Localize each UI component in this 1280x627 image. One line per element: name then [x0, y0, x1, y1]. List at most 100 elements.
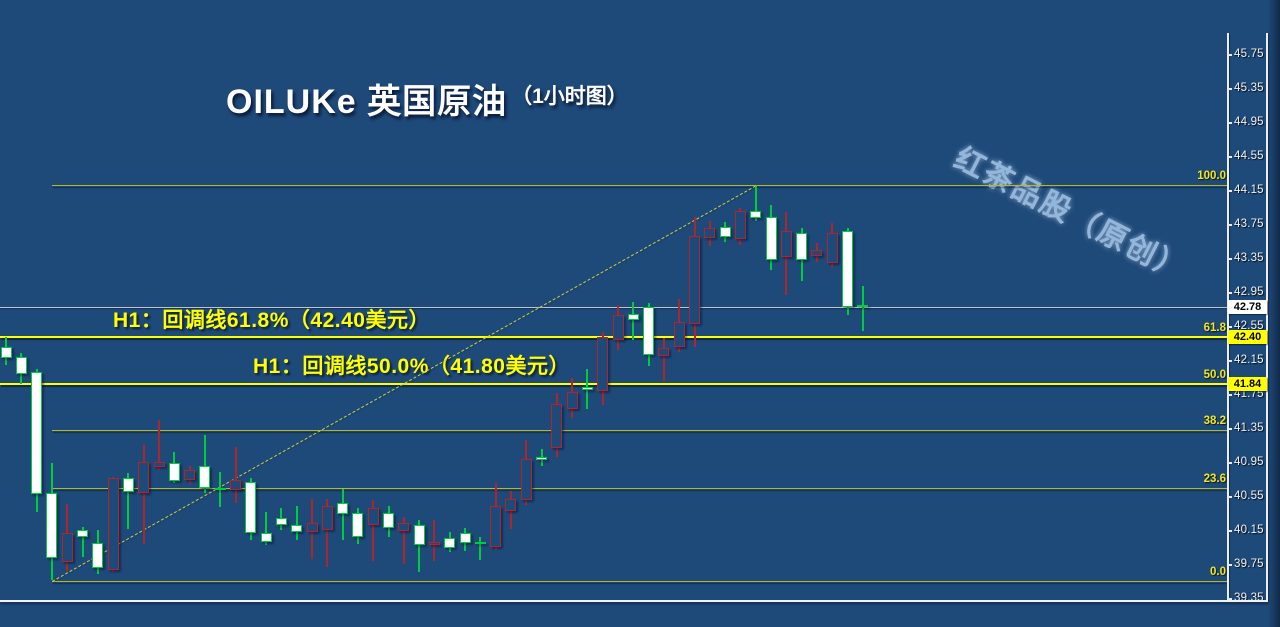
candlestick: [122, 478, 134, 492]
candlestick: [551, 403, 563, 448]
axis-tick: [1227, 156, 1232, 158]
current-price-tag: 42.78: [1228, 300, 1267, 315]
candlestick: [750, 211, 762, 219]
candlestick: [245, 481, 257, 533]
watermark-text: 红茶品股（原创）: [948, 142, 1193, 288]
fib-618-annotation: H1：回调线61.8%（42.40美元）: [113, 309, 430, 332]
candle-wick: [341, 489, 344, 541]
candlestick: [46, 492, 58, 559]
candlestick: [367, 508, 379, 526]
candlestick: [398, 523, 410, 531]
candlestick: [520, 458, 532, 501]
fib-level-line-23.6[interactable]: [52, 488, 1227, 490]
axis-tick-label: 44.15: [1234, 184, 1264, 196]
candlestick: [153, 462, 165, 468]
candle-wick: [158, 419, 160, 470]
candlestick: [0, 346, 12, 359]
axis-tick: [1227, 190, 1232, 192]
candle-wick: [81, 526, 84, 558]
candlestick: [643, 306, 655, 356]
fib-level-label-23.6: 23.6: [1203, 473, 1226, 486]
window-right-border: [1266, 33, 1268, 601]
candlestick: [796, 232, 808, 260]
candlestick: [413, 525, 425, 546]
fib-level-line-0.0[interactable]: [52, 581, 1227, 583]
candlestick: [444, 537, 456, 548]
candle-wick: [265, 512, 268, 545]
fib-level-label-50.0: 50.0: [1203, 369, 1226, 382]
candlestick: [230, 480, 241, 491]
fib-level-label-61.8: 61.8: [1203, 321, 1226, 334]
axis-tick: [1227, 360, 1232, 362]
axis-tick: [1227, 326, 1232, 328]
axis-tick: [1227, 564, 1232, 566]
fib-level-line-38.2[interactable]: [52, 429, 1227, 431]
candlestick: [734, 211, 746, 240]
candlestick: [321, 505, 333, 531]
current-price-line: [0, 307, 1227, 309]
axis-tick: [1227, 496, 1232, 498]
price-chart-area[interactable]: OILUKe 英国原油 （1小时图） H1：回调线61.8%（42.40美元） H…: [0, 0, 1227, 601]
axis-tick: [1227, 54, 1232, 56]
fib-level-line-100.0[interactable]: [52, 185, 1227, 187]
candle-wick: [203, 434, 206, 493]
candlestick: [857, 304, 869, 307]
axis-tick: [1227, 530, 1232, 532]
axis-tick: [1227, 292, 1232, 294]
candlestick: [581, 387, 593, 390]
candlestick: [658, 348, 670, 356]
candle-wick: [418, 519, 421, 572]
candlestick: [92, 542, 104, 569]
fib-level-label-100.0: 100.0: [1197, 170, 1226, 183]
candlestick: [505, 498, 517, 512]
candlestick: [704, 227, 716, 238]
fib-level-label-38.2: 38.2: [1203, 414, 1226, 427]
candlestick: [214, 487, 226, 490]
fib-level-label-0.0: 0.0: [1210, 566, 1226, 579]
axis-tick: [1227, 224, 1232, 226]
price-axis-line: [1227, 33, 1229, 601]
axis-tick-label: 40.15: [1234, 524, 1264, 536]
chart-title-symbol: OILUKe 英国原油: [226, 83, 508, 121]
candlestick: [306, 522, 318, 532]
axis-tick-label: 42.95: [1234, 286, 1264, 298]
candlestick: [168, 463, 180, 481]
axis-tick-label: 43.75: [1234, 218, 1264, 230]
candle-wick: [754, 185, 757, 221]
fib-level-line-50.0[interactable]: [0, 383, 1227, 386]
candle-wick: [326, 498, 329, 567]
candle-wick: [372, 500, 375, 561]
candle-wick: [662, 338, 665, 381]
candlestick: [138, 462, 150, 493]
candle-wick: [402, 516, 405, 565]
candle-wick: [142, 445, 145, 544]
candlestick: [260, 532, 272, 543]
axis-tick-label: 45.35: [1234, 82, 1264, 94]
candlestick: [428, 542, 440, 545]
candle-wick: [632, 301, 635, 340]
candlestick: [31, 372, 43, 495]
axis-tick: [1227, 598, 1232, 600]
candlestick: [352, 513, 364, 537]
candlestick: [275, 518, 287, 526]
window-edge-shade: [1268, 0, 1280, 627]
candlestick: [811, 249, 823, 257]
chart-bottom-border: [0, 600, 1268, 602]
axis-tick-label: 44.95: [1234, 116, 1264, 128]
axis-tick: [1227, 88, 1232, 90]
axis-tick-label: 45.75: [1234, 48, 1264, 60]
candlestick: [612, 315, 624, 340]
axis-tick: [1227, 462, 1232, 464]
axis-tick: [1227, 122, 1232, 124]
axis-tick-label: 42.15: [1234, 354, 1264, 366]
candlestick: [627, 314, 639, 321]
chart-title: OILUKe 英国原油 （1小时图）: [226, 74, 628, 123]
candle-wick: [127, 473, 130, 530]
candlestick: [490, 505, 502, 548]
candlestick: [689, 236, 700, 324]
candlestick: [842, 230, 853, 307]
candlestick: [826, 232, 838, 264]
axis-tick-label: 44.55: [1234, 150, 1264, 162]
candlestick: [199, 465, 211, 489]
